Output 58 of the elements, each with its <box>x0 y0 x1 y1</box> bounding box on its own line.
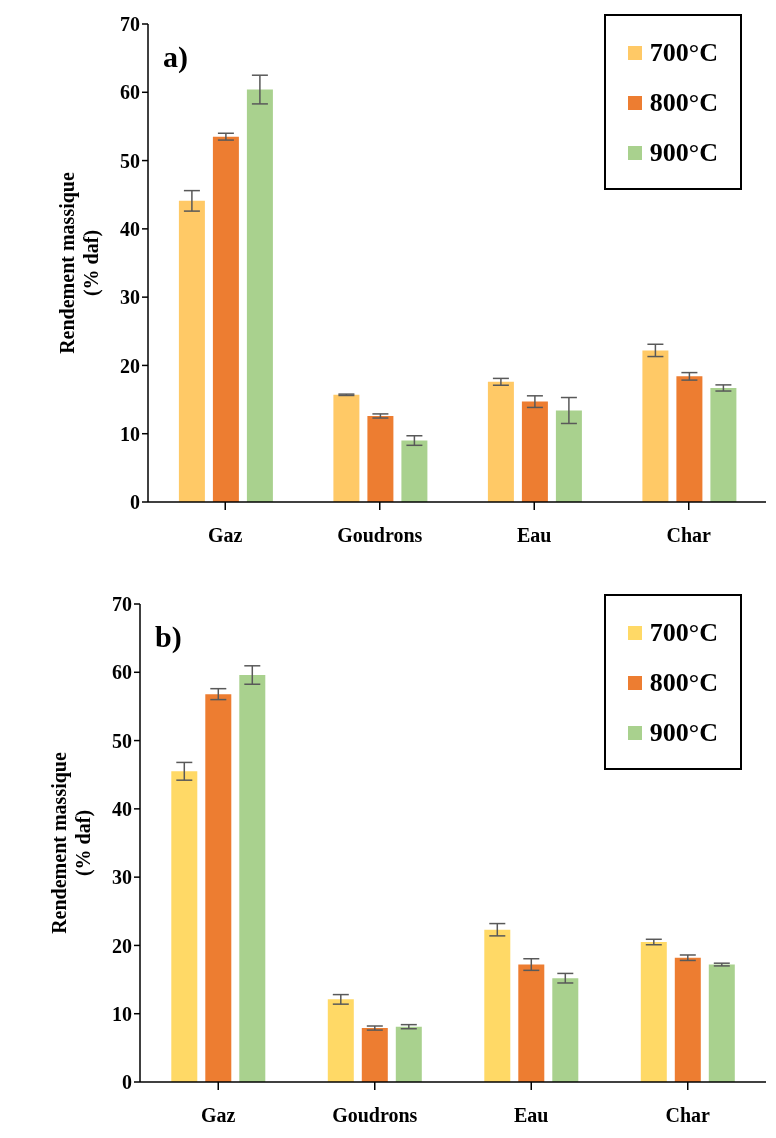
legend-label: 900°C <box>649 718 718 748</box>
x-tick-label: Char <box>665 1104 711 1127</box>
bar <box>361 1028 388 1082</box>
y-tick-label: 50 <box>120 149 140 172</box>
y-axis-title: Rendement massique (% daf) <box>56 172 103 354</box>
bar <box>676 376 703 502</box>
legend-label: 800°C <box>649 668 718 698</box>
legend-label: 700°C <box>649 38 718 68</box>
x-tick-label: Eau <box>517 524 552 547</box>
y-tick-label: 10 <box>120 422 140 445</box>
y-tick-label: 40 <box>112 797 132 820</box>
text: b) <box>155 620 182 654</box>
bar <box>246 89 273 502</box>
bar <box>555 410 582 502</box>
bar <box>367 415 394 502</box>
y-tick-label: 30 <box>120 286 140 309</box>
y-tick-label: 60 <box>112 661 132 684</box>
y-tick-label: 50 <box>112 729 132 752</box>
bar <box>333 394 360 502</box>
legend-label: 700°C <box>649 618 718 648</box>
bar <box>710 387 737 502</box>
y-tick-label: 40 <box>120 217 140 240</box>
y-tick-label: 10 <box>112 1002 132 1025</box>
bar <box>171 771 198 1082</box>
bar <box>487 381 514 502</box>
bar <box>521 401 548 502</box>
bar <box>401 440 428 502</box>
bar <box>205 694 232 1082</box>
bar <box>239 675 266 1082</box>
y-axis-title: Rendement massique (% daf) <box>48 752 95 934</box>
legend-label: 900°C <box>649 138 718 168</box>
x-tick-label: Gaz <box>208 524 243 547</box>
bar <box>484 929 511 1082</box>
y-tick-label: 20 <box>120 354 140 377</box>
legend-label: 800°C <box>649 88 718 118</box>
x-tick-label: Eau <box>514 1104 549 1127</box>
bar <box>178 200 205 502</box>
bar <box>518 964 545 1082</box>
y-tick-label: 0 <box>130 491 140 514</box>
bar <box>708 964 735 1082</box>
bar <box>642 350 669 502</box>
bar <box>552 978 579 1082</box>
x-tick-label: Gaz <box>201 1104 236 1127</box>
bar <box>395 1026 422 1082</box>
x-tick-label: Char <box>666 524 712 547</box>
bar <box>212 136 239 502</box>
y-tick-label: 70 <box>120 13 140 36</box>
bar <box>674 957 701 1082</box>
bar <box>640 942 667 1082</box>
y-tick-label: 0 <box>122 1071 132 1094</box>
bar <box>327 999 354 1082</box>
x-tick-label: Goudrons <box>337 524 423 547</box>
text: a) <box>163 40 188 74</box>
x-tick-label: Goudrons <box>332 1104 418 1127</box>
y-tick-label: 20 <box>112 934 132 957</box>
y-tick-label: 60 <box>120 81 140 104</box>
y-tick-label: 30 <box>112 866 132 889</box>
y-tick-label: 70 <box>112 593 132 616</box>
